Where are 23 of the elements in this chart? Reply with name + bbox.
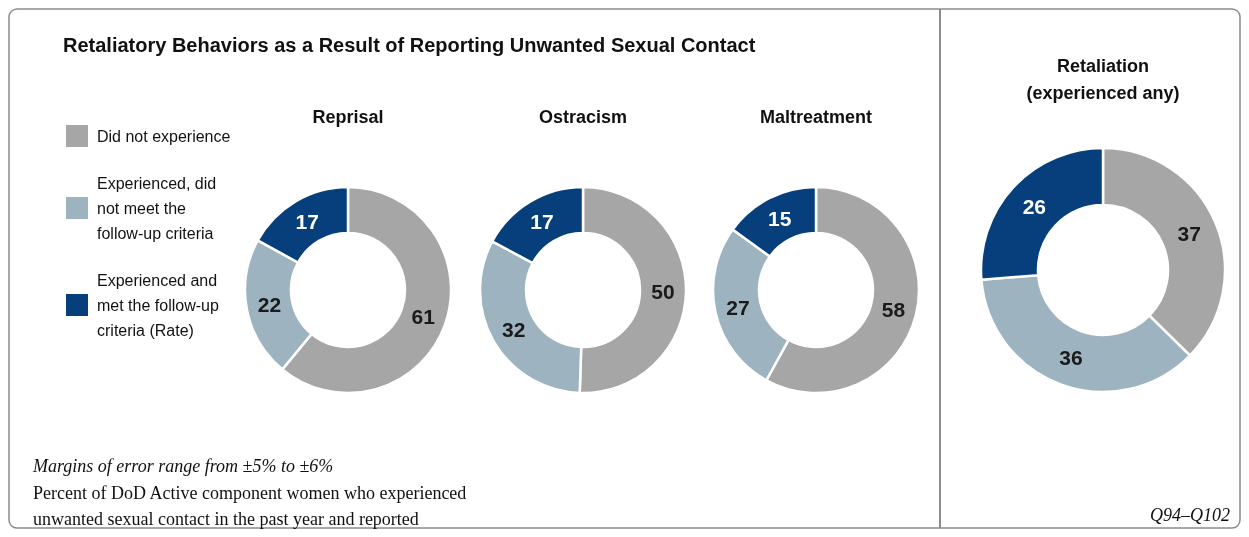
data-label: 15: [768, 207, 792, 231]
data-label: 32: [502, 318, 526, 342]
data-label: 61: [411, 305, 436, 329]
chart-title: Maltreatment: [759, 107, 873, 127]
text: Q94–Q102: [1150, 505, 1230, 525]
data-label: 26: [1022, 194, 1046, 218]
legend-label: Experienced and met the follow-up criteria (Rate): [97, 272, 219, 339]
data-label: 17: [530, 209, 554, 233]
chart-subtitle: Reprisal: [312, 107, 384, 127]
chart-title: Ostracism: [538, 107, 628, 127]
chart-title: Retaliation (experienced any): [1026, 56, 1180, 103]
data-label: 36: [1059, 346, 1083, 370]
legend-label: Did not experience: [97, 128, 231, 145]
chart-title: Retaliatory Behaviors as a Result of Reporting Unwanted Sexual Contact: [63, 34, 756, 56]
data-label: 27: [726, 295, 750, 319]
text: Percent of DoD Active component women who experienced unwanted sexual contact in the past year and reported: [33, 483, 467, 529]
data-label: 50: [651, 279, 675, 303]
data-label: 17: [295, 209, 319, 233]
data-label: 22: [257, 293, 282, 317]
text: Margins of error range from ±5% to ±6%: [32, 456, 334, 476]
data-label: 58: [881, 298, 906, 322]
data-label: 37: [1177, 222, 1201, 246]
legend-label: Experienced, did not meet the follow-up criteria: [97, 175, 217, 242]
